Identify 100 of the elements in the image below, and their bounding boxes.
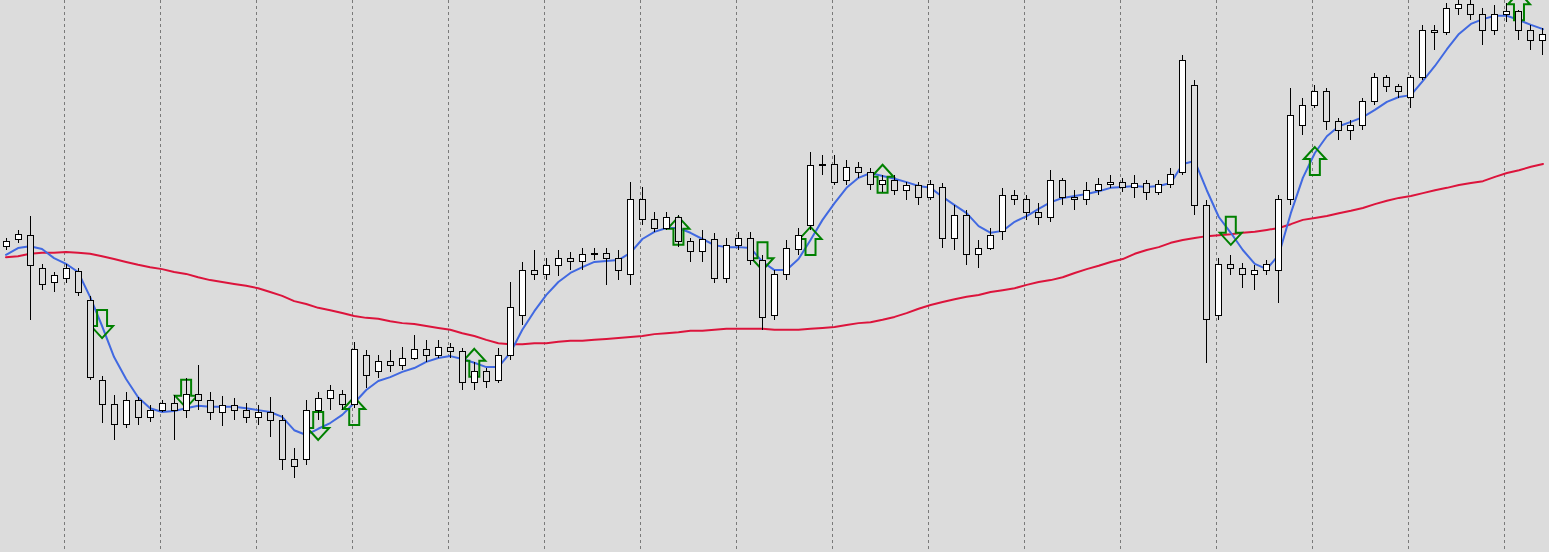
candlestick bbox=[1251, 264, 1259, 291]
candlestick bbox=[975, 239, 983, 269]
candlestick bbox=[266, 396, 274, 438]
candlestick bbox=[855, 161, 863, 179]
candlestick bbox=[1407, 74, 1415, 109]
candlestick bbox=[1083, 181, 1091, 206]
candlestick bbox=[951, 204, 959, 251]
candlestick bbox=[506, 281, 514, 361]
candlestick bbox=[1023, 194, 1031, 221]
candlestick bbox=[1287, 87, 1295, 206]
candlestick bbox=[891, 174, 899, 196]
candlestick bbox=[170, 394, 178, 441]
candlestick bbox=[602, 247, 610, 286]
candlestick bbox=[1335, 117, 1343, 141]
candlestick bbox=[1371, 72, 1379, 106]
candlestick bbox=[1143, 179, 1151, 201]
candlestick bbox=[74, 267, 82, 297]
candlestick bbox=[1011, 189, 1019, 206]
candlestick bbox=[1479, 7, 1487, 46]
candlestick bbox=[434, 339, 442, 359]
point bbox=[1302, 146, 1327, 177]
candlestick bbox=[302, 399, 310, 466]
candlestick bbox=[110, 394, 118, 441]
candlestick bbox=[494, 347, 502, 384]
candlestick bbox=[230, 397, 238, 421]
candlestick bbox=[134, 396, 142, 426]
candlestick bbox=[963, 209, 971, 266]
candlestick bbox=[1119, 177, 1127, 193]
candlestick bbox=[1215, 257, 1223, 321]
candlestick bbox=[1107, 174, 1115, 189]
candlestick bbox=[1431, 24, 1439, 51]
candlestick bbox=[554, 249, 562, 277]
candlestick bbox=[1227, 254, 1235, 276]
candlestick bbox=[146, 404, 154, 423]
candlestick bbox=[542, 257, 550, 281]
candlestick bbox=[590, 247, 598, 261]
candlestick bbox=[1059, 177, 1067, 206]
candlestick bbox=[795, 227, 803, 256]
candlestick bbox=[1239, 262, 1247, 289]
candlestick bbox=[350, 341, 358, 409]
candlestick bbox=[458, 347, 466, 391]
candlestick bbox=[86, 295, 94, 381]
candlestick bbox=[722, 237, 730, 284]
candlestick bbox=[398, 346, 406, 371]
candlestick bbox=[182, 377, 190, 419]
candlestick bbox=[1179, 54, 1187, 176]
candlestick bbox=[98, 375, 106, 424]
candlestick bbox=[614, 249, 622, 281]
candlestick bbox=[326, 384, 334, 411]
candlestick bbox=[939, 182, 947, 249]
candlestick bbox=[1383, 74, 1391, 93]
candlestick bbox=[1167, 167, 1175, 189]
candlestick bbox=[278, 414, 286, 471]
candlestick bbox=[831, 154, 839, 186]
candlestick bbox=[999, 187, 1007, 241]
candlestick bbox=[867, 167, 875, 191]
candlestick bbox=[218, 395, 226, 427]
candlestick bbox=[638, 186, 646, 226]
candlestick bbox=[674, 214, 682, 248]
candlestick bbox=[410, 334, 418, 361]
candlestick bbox=[1347, 119, 1355, 141]
candlestick bbox=[807, 151, 815, 231]
candlestick bbox=[578, 247, 586, 271]
candlestick bbox=[206, 391, 214, 421]
candlestick bbox=[1311, 84, 1319, 109]
candlestick bbox=[1539, 27, 1547, 56]
candlestick bbox=[62, 263, 70, 284]
candlestick bbox=[518, 261, 526, 326]
candlestick bbox=[2, 237, 10, 251]
candlestick bbox=[566, 251, 574, 271]
candlestick bbox=[771, 269, 778, 321]
candlestick bbox=[1095, 177, 1103, 196]
candlestick bbox=[626, 181, 634, 286]
candlestick bbox=[1275, 194, 1283, 304]
point bbox=[1218, 215, 1243, 246]
candlestick bbox=[903, 181, 911, 201]
candlestick bbox=[1203, 199, 1211, 364]
candlestick bbox=[470, 361, 478, 391]
candlestick bbox=[386, 349, 394, 373]
candlestick bbox=[927, 179, 935, 201]
candlestick bbox=[1191, 79, 1199, 216]
candlestick bbox=[1515, 9, 1523, 41]
candlestick bbox=[38, 263, 46, 291]
candlestick bbox=[819, 154, 827, 176]
candlestick bbox=[1491, 4, 1499, 36]
candlestick bbox=[1299, 97, 1307, 136]
candlestick bbox=[422, 339, 430, 363]
candlestick bbox=[879, 174, 887, 193]
candlestick bbox=[915, 181, 923, 206]
candlestick bbox=[26, 215, 34, 321]
candlestick bbox=[698, 229, 706, 263]
candlestick bbox=[1503, 2, 1511, 23]
candlestick bbox=[987, 227, 995, 251]
candlestick bbox=[1527, 24, 1535, 51]
candlestick bbox=[290, 447, 298, 479]
candlestick bbox=[686, 237, 694, 263]
candlestick bbox=[374, 354, 382, 379]
candlestick bbox=[242, 402, 250, 424]
candlestick bbox=[482, 367, 490, 389]
candlestick bbox=[194, 364, 202, 411]
